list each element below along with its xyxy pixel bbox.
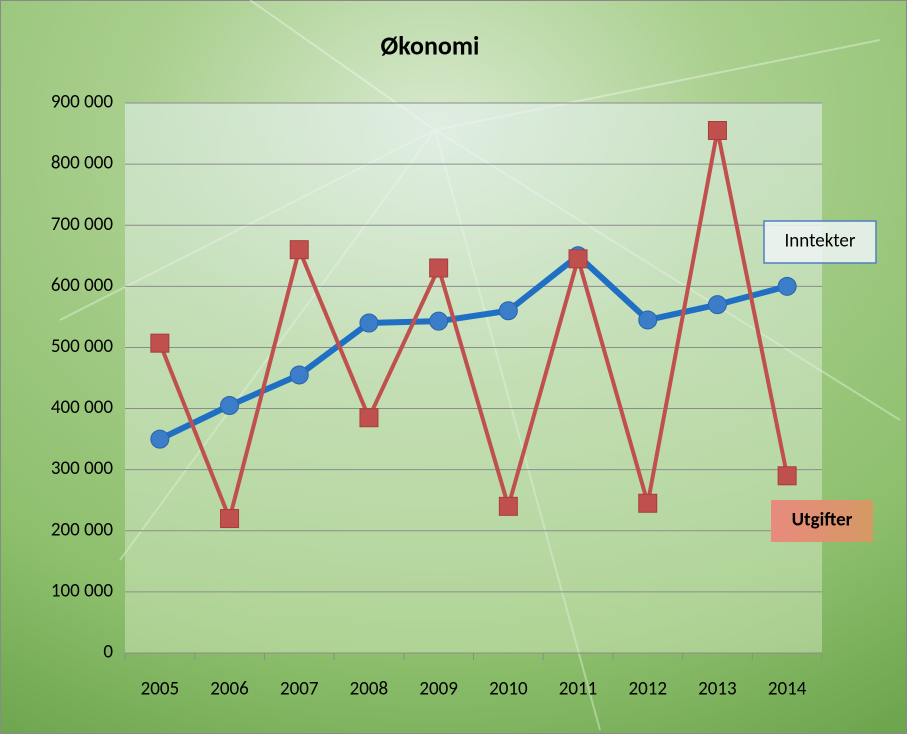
x-tick-label: 2008 (350, 678, 389, 701)
data-point (638, 493, 658, 513)
series-label-box (771, 500, 873, 542)
x-tick-label: 2014 (768, 678, 807, 701)
x-tick-label: 2013 (698, 678, 737, 701)
data-point (568, 249, 588, 269)
x-tick-label: 2010 (489, 678, 528, 701)
series-label: Utgifter (792, 509, 853, 532)
data-point (777, 276, 797, 296)
x-tick-label: 2009 (419, 678, 458, 701)
plot-area (125, 103, 822, 653)
data-point (777, 466, 797, 486)
y-tick-label: 200 000 (51, 518, 113, 541)
data-point (498, 301, 518, 321)
y-tick-label: 900 000 (51, 91, 113, 114)
data-point (220, 396, 240, 415)
data-point (429, 311, 449, 331)
y-tick-label: 400 000 (51, 396, 113, 419)
chart-title: Økonomi (381, 29, 480, 61)
data-point (289, 240, 309, 260)
series-line (157, 128, 790, 521)
y-tick-label: 700 000 (51, 213, 113, 236)
data-point (289, 365, 309, 385)
data-point (707, 121, 727, 140)
data-point (429, 258, 449, 278)
y-tick-label: 800 000 (51, 152, 113, 175)
y-tick-label: 500 000 (51, 335, 113, 358)
data-point (638, 310, 658, 330)
y-tick-label: 100 000 (51, 579, 113, 602)
data-point (359, 313, 379, 333)
data-point (707, 295, 727, 315)
data-point (150, 333, 170, 353)
data-point (359, 408, 379, 428)
y-tick-label: 600 000 (51, 274, 113, 297)
series-label: Inntekter (785, 230, 856, 253)
y-tick-label: 300 000 (51, 457, 113, 480)
x-tick-label: 2006 (210, 678, 249, 701)
data-point (498, 496, 518, 516)
x-tick-label: 2005 (141, 678, 180, 701)
data-point (220, 509, 240, 529)
x-tick-label: 2007 (280, 678, 319, 701)
x-tick-label: 2011 (559, 678, 598, 701)
data-point (150, 429, 170, 449)
x-tick-label: 2012 (628, 678, 667, 701)
y-tick-label: 0 (103, 641, 113, 664)
series-label-box (763, 220, 877, 264)
